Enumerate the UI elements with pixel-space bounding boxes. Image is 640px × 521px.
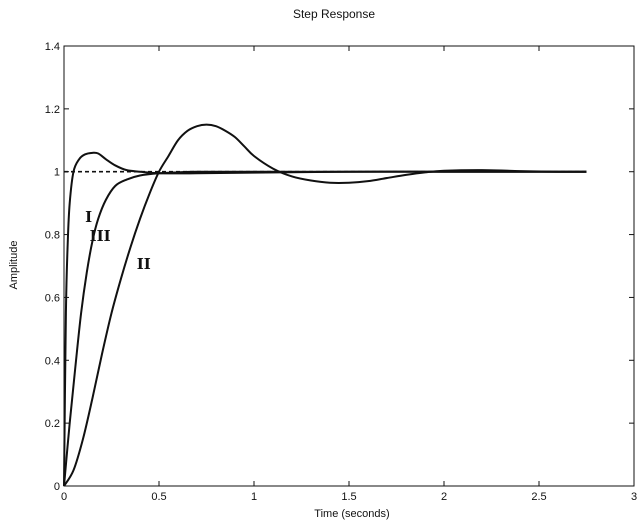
y-tick-label: 0.6: [45, 292, 60, 304]
chart-title: Step Response: [293, 7, 375, 21]
series-line-iii: [63, 170, 587, 487]
x-axis-label: Time (seconds): [314, 508, 389, 520]
y-tick-label: 0.2: [45, 418, 60, 430]
y-tick-label: 1: [54, 167, 60, 179]
y-tick-label: 1.4: [45, 41, 60, 53]
x-tick-label: 0: [61, 491, 67, 503]
axis-ticks: 0 0.5 1 1.5 2 2.5 3 0 0.2 0.4 0.6 0.8 1 1.2 1.4: [45, 41, 637, 503]
series-label-ii: II: [137, 255, 151, 273]
x-tick-label: 1: [251, 491, 257, 503]
y-tick-label: 0: [54, 481, 60, 493]
series-label-iii: III: [90, 227, 111, 245]
x-tick-label: 0.5: [151, 491, 166, 503]
x-tick-label: 2.5: [531, 491, 546, 503]
series-line-i: [63, 151, 587, 487]
series-line-ii: [63, 123, 587, 487]
y-axis-label: Amplitude: [8, 241, 20, 290]
y-tick-label: 1.2: [45, 104, 60, 116]
x-tick-label: 1.5: [341, 491, 356, 503]
x-tick-label: 3: [631, 491, 637, 503]
series-label-i: I: [85, 208, 92, 226]
y-tick-label: 0.4: [45, 355, 60, 367]
y-tick-label: 0.8: [45, 230, 60, 242]
x-tick-label: 2: [441, 491, 447, 503]
